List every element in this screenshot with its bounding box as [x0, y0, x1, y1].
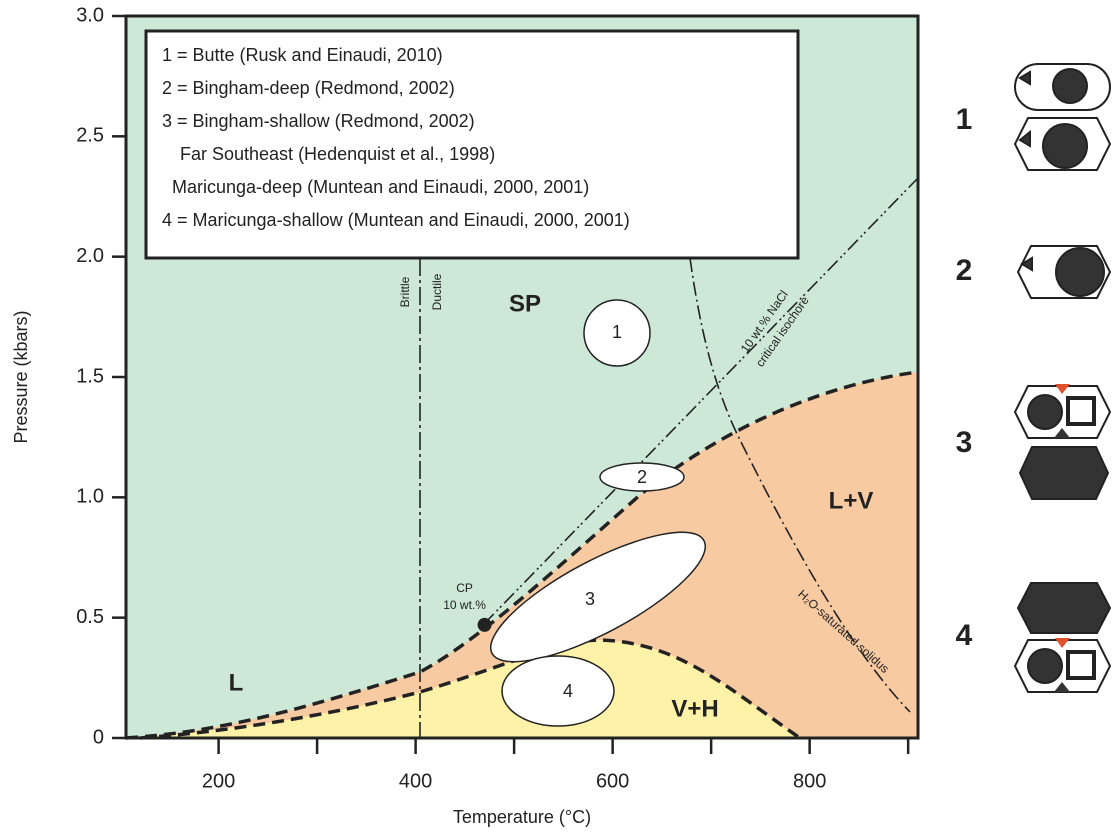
- icon: [1020, 256, 1033, 272]
- y-tick-label: 2.0: [76, 245, 104, 267]
- icon-label: 2: [956, 254, 973, 287]
- solidus-line: [689, 257, 911, 713]
- region-label: L: [229, 669, 244, 696]
- inclusion-label: 1: [612, 322, 622, 342]
- inclusion-label: 3: [585, 589, 595, 609]
- x-tick-label: 400: [399, 770, 432, 792]
- legend-line: 3 = Bingham-shallow (Redmond, 2002): [162, 111, 475, 131]
- region-label: L+V: [829, 487, 874, 514]
- legend-line: 1 = Butte (Rusk and Einaudi, 2010): [162, 45, 443, 65]
- inclusion-field: [599, 462, 685, 492]
- y-tick-label: 1.0: [76, 486, 104, 508]
- legend-box: [144, 29, 800, 260]
- icon: [1066, 396, 1096, 426]
- icon: [1042, 123, 1088, 169]
- line-label: Ductile: [430, 273, 444, 310]
- vh-field: [126, 640, 800, 738]
- region-label: SP: [509, 290, 541, 317]
- icon: [1055, 384, 1070, 394]
- y-tick-label: 1.5: [76, 365, 104, 387]
- icon: [1018, 70, 1031, 86]
- icon: [1018, 129, 1031, 148]
- legend-line: Far Southeast (Hedenquist et al., 1998): [180, 144, 495, 164]
- legend-line: 2 = Bingham-deep (Redmond, 2002): [162, 78, 455, 98]
- icon: [1018, 446, 1110, 500]
- icon: [1055, 247, 1105, 297]
- x-tick-label: 200: [202, 770, 235, 792]
- critical-point-label: 10 wt.%: [443, 598, 486, 612]
- x-tick-label: 600: [596, 770, 629, 792]
- legend-line: 4 = Maricunga-shallow (Muntean and Einau…: [162, 210, 630, 230]
- inclusion-field: [501, 655, 615, 727]
- inclusion-label: 2: [637, 467, 647, 487]
- icon: [1066, 650, 1096, 680]
- inclusion-field: [583, 299, 651, 367]
- y-tick-label: 2.5: [76, 125, 104, 147]
- lv-field: [126, 372, 918, 738]
- x-axis-label: Temperature (°C): [453, 807, 591, 827]
- icon: [1016, 582, 1112, 634]
- icon-label: 3: [956, 426, 973, 459]
- icons: [1013, 63, 1112, 693]
- inclusion-label: 4: [563, 681, 573, 701]
- icon: [1027, 648, 1063, 684]
- y-axis-label: Pressure (kbars): [11, 310, 31, 443]
- icon: [1054, 682, 1070, 692]
- icon: [1052, 68, 1088, 104]
- icon: [1054, 428, 1070, 438]
- critical-point: [477, 617, 492, 632]
- icon-label: 1: [956, 103, 973, 136]
- x-tick-label: 800: [793, 770, 826, 792]
- icon-label: 4: [956, 619, 973, 652]
- critical-point-label: CP: [456, 581, 473, 595]
- icon: [1055, 638, 1070, 648]
- lv-boundary: [125, 370, 919, 740]
- inclusion-field: [489, 531, 707, 663]
- icon: [1027, 394, 1063, 430]
- y-tick-label: 0: [93, 726, 104, 748]
- legend-line: Maricunga-deep (Muntean and Einaudi, 200…: [172, 177, 589, 197]
- line-label: Brittle: [398, 276, 412, 307]
- region-label: V+H: [671, 695, 718, 722]
- y-tick-label: 3.0: [76, 4, 104, 26]
- y-tick-label: 0.5: [76, 606, 104, 628]
